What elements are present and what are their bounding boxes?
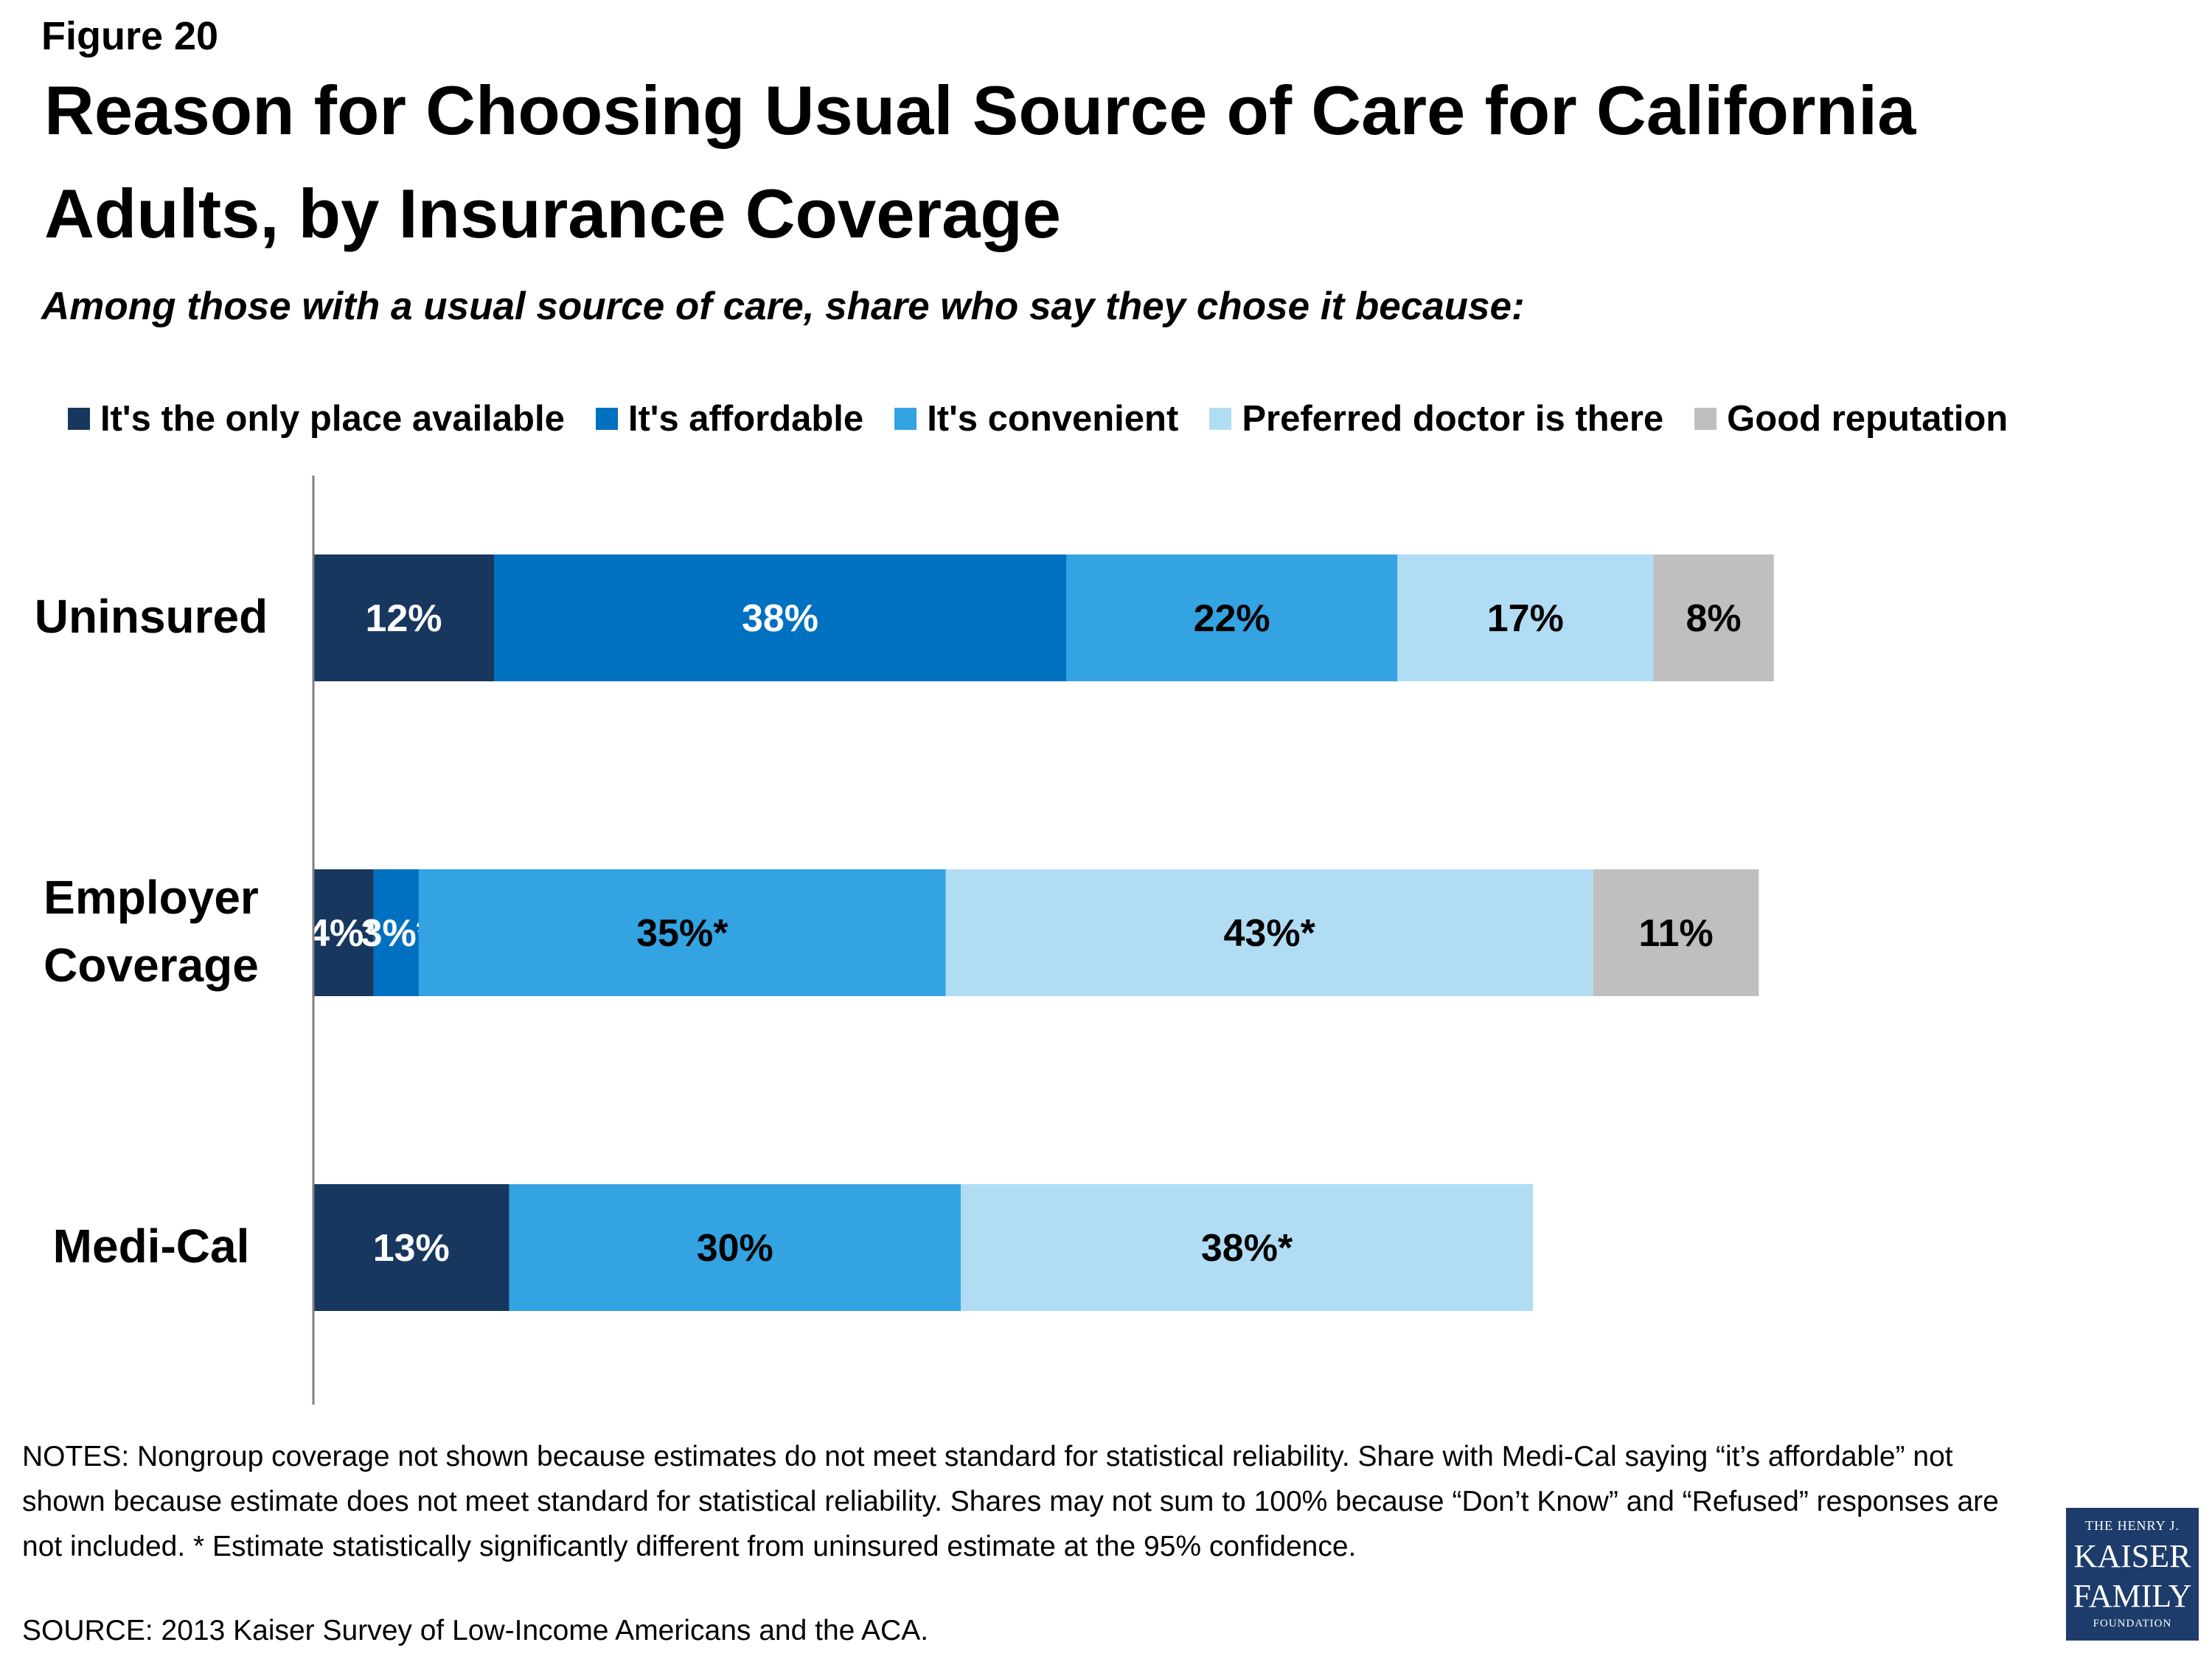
legend-item: It's convenient [894,398,1178,439]
chart-notes: NOTES: Nongroup coverage not shown becau… [22,1441,1999,1562]
legend-label: It's convenient [927,399,1179,439]
figure-label: Figure 20 [41,14,219,58]
bar-segment [1397,554,1654,681]
chart-subtitle: Among those with a usual source of care,… [41,285,1525,328]
bar-segment [494,554,1066,681]
legend-swatch [68,408,90,430]
bar-segment [509,1184,961,1311]
category-label: Coverage [44,939,259,992]
data-label: 11% [1638,912,1713,955]
legend-item: It's the only place available [68,398,565,439]
logo-line-3: FAMILY [2073,1578,2192,1614]
legend-swatch [1209,408,1232,430]
chart-source: SOURCE: 2013 Kaiser Survey of Low-Income… [22,1615,929,1646]
bar-segment [1593,869,1759,996]
category-label: Employer [44,871,259,924]
legend-swatch [894,408,917,430]
data-label: 35%* [636,912,728,955]
data-label: 12% [365,597,442,640]
legend-label: It's affordable [627,399,864,439]
data-label: 22% [1194,597,1270,640]
legend-label: It's the only place available [100,399,565,439]
bar-segment [313,1184,509,1311]
bar-segment [313,869,374,996]
legend-item: Preferred doctor is there [1209,398,1663,439]
data-label: 30% [697,1227,773,1270]
category-label: Medi-Cal [53,1220,250,1273]
bar-segment [1066,554,1398,681]
data-label: 43%* [1224,912,1316,955]
bar-segment [1653,554,1774,681]
data-label: 38%* [1201,1227,1293,1270]
logo-line-1: THE HENRY J. [2085,1518,2180,1533]
data-label: 8% [1686,597,1741,640]
data-label: 13% [373,1227,450,1270]
logo-line-2: KAISER [2073,1538,2191,1574]
legend: It's the only place available It's afford… [68,397,2039,441]
bar-segment [961,1184,1534,1311]
legend-item: It's affordable [595,398,864,439]
chart-title: Reason for Choosing Usual Source of Care… [44,72,1916,252]
data-label: 17% [1487,597,1564,640]
bar-segment [418,869,946,996]
legend-item: Good reputation [1694,398,2008,439]
data-label: 38% [742,597,818,640]
legend-swatch [1694,408,1717,430]
bar-segment [313,554,495,681]
category-label: Uninsured [35,590,268,643]
bar-segment [373,869,419,996]
legend-swatch [595,408,618,430]
legend-label: Good reputation [1727,399,2008,439]
legend-label: Preferred doctor is there [1242,399,1664,439]
logo-line-4: FOUNDATION [2093,1618,2172,1630]
kff-logo: THE HENRY J. KAISER FAMILY FOUNDATION [2066,1508,2199,1641]
bar-segment [945,869,1593,996]
data-label: 4%* [308,912,379,955]
